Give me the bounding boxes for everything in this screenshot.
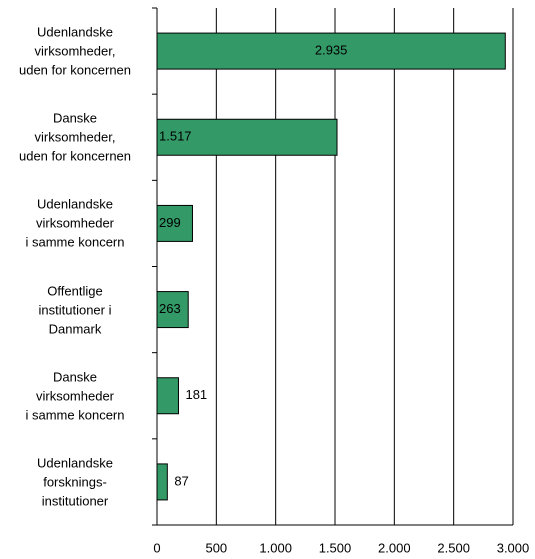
value-label: 181: [185, 387, 207, 402]
bar: [156, 32, 506, 70]
category-label: Danske virksomheder, uden for koncernen: [18, 110, 132, 164]
value-label: 299: [159, 215, 181, 230]
category-label: Danske virksomheder i samme koncern: [25, 369, 125, 423]
bar: [156, 118, 338, 156]
bar: [156, 204, 193, 242]
value-label: 263: [159, 301, 181, 316]
x-tick-label: 2.000: [378, 540, 411, 555]
x-tick-label: 1.500: [319, 540, 352, 555]
value-label: 87: [174, 473, 188, 488]
category-label: Offentlige institutioner i Danmark: [38, 283, 112, 337]
category-label: Udenlandske forsknings- institutioner: [37, 455, 113, 509]
bar: [156, 377, 179, 415]
category-label: Udenlandske virksomheder i samme koncern: [25, 196, 125, 250]
x-tick-label: 1.000: [259, 540, 292, 555]
bar: [156, 291, 189, 329]
bar: [156, 463, 168, 501]
value-label: 2.935: [315, 43, 348, 58]
x-tick-label: 2.500: [437, 540, 470, 555]
x-tick-label: 3.000: [497, 540, 530, 555]
category-label: Udenlandske virksomheder, uden for konce…: [18, 24, 132, 78]
x-tick-label: 500: [205, 540, 227, 555]
value-label: 1.517: [159, 129, 192, 144]
x-tick-label: 0: [153, 540, 160, 555]
